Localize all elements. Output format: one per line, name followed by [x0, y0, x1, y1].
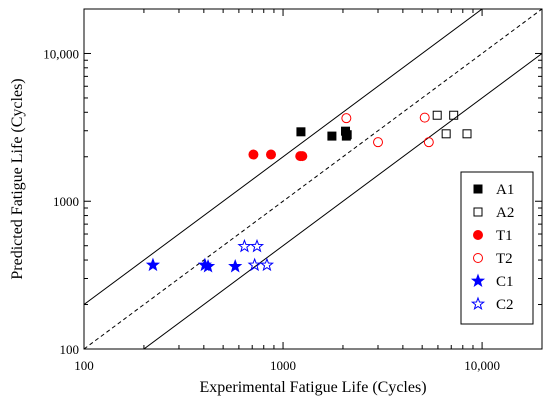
series-c2 — [237, 238, 275, 272]
legend-marker-a1 — [473, 184, 483, 194]
x-tick-label: 1000 — [270, 358, 296, 373]
data-point-c1 — [228, 259, 243, 273]
y-tick-label: 10,000 — [43, 46, 79, 61]
data-point-c2 — [237, 238, 252, 253]
legend: A1 A2 T1 T2 C1 C2 — [460, 171, 534, 325]
data-point-t2 — [341, 113, 352, 124]
legend-marker-c2 — [470, 296, 486, 311]
data-point-c1 — [145, 257, 161, 272]
data-point-a2 — [449, 110, 459, 120]
data-point-t2 — [419, 112, 430, 123]
axis-ticks: 100 1000 10,000 100 1000 10,000 — [43, 9, 542, 373]
legend-marker-a2 — [473, 207, 483, 217]
series-a1 — [296, 126, 352, 141]
data-point-t1 — [266, 149, 277, 160]
series-a2 — [432, 110, 472, 139]
data-point-t1 — [297, 151, 308, 162]
data-point-a2 — [462, 129, 472, 139]
y-axis-title: Predicted Fatigue Life (Cycles) — [9, 78, 26, 279]
data-point-t2 — [423, 137, 434, 148]
x-tick-label: 10,000 — [464, 358, 500, 373]
reference-lines — [84, 9, 542, 349]
data-point-t2 — [373, 137, 384, 148]
data-point-a2 — [432, 110, 442, 120]
x-axis-title: Experimental Fatigue Life (Cycles) — [199, 379, 426, 396]
data-point-c1 — [200, 259, 216, 273]
reference-line-2 — [143, 53, 542, 349]
x-tick-label: 100 — [74, 358, 94, 373]
data-point-c2 — [247, 257, 262, 272]
data-point-a1 — [342, 130, 352, 140]
data-point-c2 — [249, 238, 265, 253]
series-t1 — [248, 149, 308, 162]
legend-label-c1: C1 — [496, 274, 514, 290]
y-tick-label: 100 — [60, 342, 80, 357]
reference-line-1 — [84, 9, 483, 305]
legend-box — [460, 171, 534, 325]
data-points — [145, 110, 472, 273]
series-t2 — [341, 112, 434, 148]
data-point-a1 — [296, 127, 306, 137]
series-c1 — [145, 257, 243, 273]
legend-label-a2: A2 — [496, 205, 514, 221]
data-point-a2 — [441, 129, 451, 139]
legend-marker-c1 — [470, 273, 486, 288]
data-point-a1 — [327, 131, 337, 141]
legend-label-t1: T1 — [496, 228, 513, 244]
legend-marker-t1 — [473, 230, 483, 240]
legend-label-c2: C2 — [496, 297, 514, 313]
y-tick-label: 1000 — [53, 194, 79, 209]
data-point-t1 — [248, 149, 259, 160]
legend-label-a1: A1 — [496, 182, 514, 198]
plot-frame — [83, 8, 543, 350]
data-point-c2 — [259, 257, 275, 272]
legend-label-t2: T2 — [496, 251, 513, 267]
legend-marker-t2 — [473, 253, 483, 263]
